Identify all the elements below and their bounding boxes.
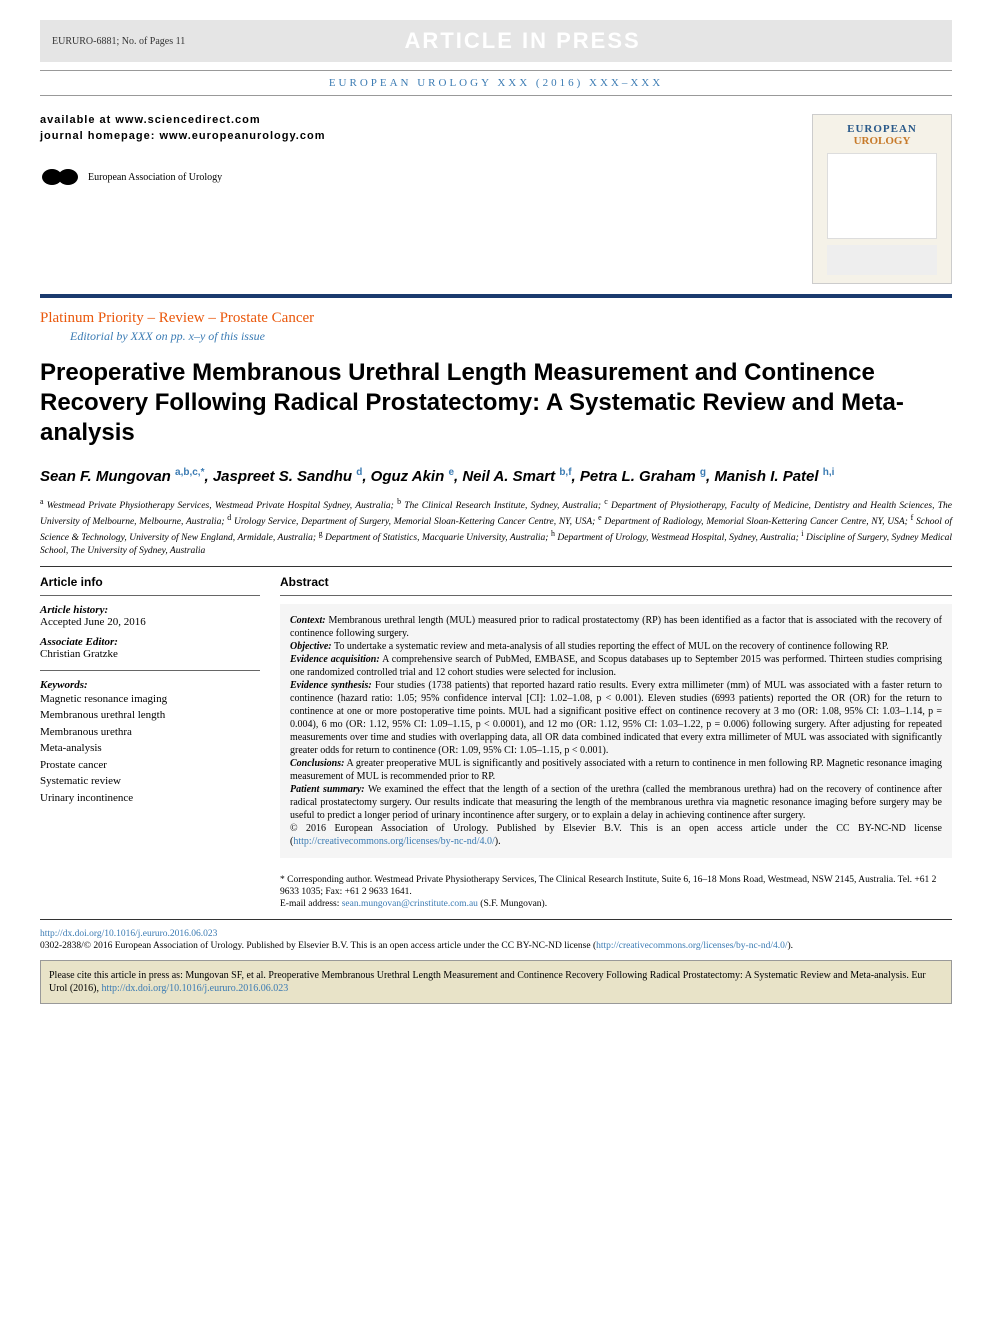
eau-logo: European Association of Urology [40, 162, 812, 192]
abstract: Abstract Context: Membranous urethral le… [280, 575, 952, 911]
cover-subtitle: UROLOGY [854, 135, 911, 147]
email-suffix: (S.F. Mungovan). [478, 899, 547, 909]
eau-icon [40, 162, 80, 192]
eau-label: European Association of Urology [88, 172, 222, 183]
manuscript-bar: EURURO-6881; No. of Pages 11 ARTICLE IN … [40, 20, 952, 62]
cover-footer-placeholder [827, 245, 937, 275]
keyword: Meta-analysis [40, 740, 260, 757]
affiliations: a Westmead Private Physiotherapy Service… [40, 497, 952, 567]
journal-homepage: journal homepage: www.europeanurology.co… [40, 130, 812, 142]
doi-link[interactable]: http://dx.doi.org/10.1016/j.eururo.2016.… [40, 929, 217, 939]
keyword: Membranous urethra [40, 724, 260, 741]
section-type: Platinum Priority – Review – Prostate Ca… [40, 310, 952, 327]
cover-image-placeholder [827, 153, 937, 239]
keyword: Magnetic resonance imaging [40, 691, 260, 708]
cover-title: EUROPEAN [847, 123, 917, 135]
issn-text: 0302-2838/© 2016 European Association of… [40, 941, 596, 951]
abstract-body: Context: Membranous urethral length (MUL… [280, 604, 952, 858]
editor-value: Christian Gratzke [40, 648, 260, 660]
available-at: available at www.sciencedirect.com [40, 114, 812, 126]
history-label: Article history: [40, 604, 260, 616]
cc-link[interactable]: http://creativecommons.org/licenses/by-n… [596, 941, 787, 951]
authors: Sean F. Mungovan a,b,c,*, Jaspreet S. Sa… [40, 466, 952, 487]
abstract-cc-link[interactable]: http://creativecommons.org/licenses/by-n… [293, 836, 494, 847]
journal-top-block: available at www.sciencedirect.com journ… [40, 104, 952, 298]
journal-header: EUROPEAN UROLOGY XXX (2016) XXX–XXX [40, 70, 952, 96]
keywords-label: Keywords: [40, 670, 260, 691]
cite-box: Please cite this article in press as: Mu… [40, 960, 952, 1004]
keyword: Urinary incontinence [40, 790, 260, 807]
editor-label: Associate Editor: [40, 636, 260, 648]
cc-close: ). [787, 941, 793, 951]
keywords-list: Magnetic resonance imagingMembranous ure… [40, 691, 260, 807]
footer-doi: http://dx.doi.org/10.1016/j.eururo.2016.… [40, 928, 952, 953]
abstract-heading: Abstract [280, 575, 952, 596]
corr-text: * Corresponding author. Westmead Private… [280, 874, 952, 899]
email-label: E-mail address: [280, 899, 342, 909]
article-in-press-label: ARTICLE IN PRESS [405, 28, 641, 54]
editorial-note: Editorial by XXX on pp. x–y of this issu… [70, 329, 952, 344]
keyword: Prostate cancer [40, 757, 260, 774]
journal-cover: EUROPEAN UROLOGY [812, 114, 952, 284]
corresponding-author: * Corresponding author. Westmead Private… [280, 874, 952, 911]
article-title: Preoperative Membranous Urethral Length … [40, 358, 952, 448]
cite-link[interactable]: http://dx.doi.org/10.1016/j.eururo.2016.… [102, 983, 289, 994]
keyword: Membranous urethral length [40, 707, 260, 724]
keyword: Systematic review [40, 773, 260, 790]
history-value: Accepted June 20, 2016 [40, 616, 260, 628]
article-info: Article info Article history: Accepted J… [40, 575, 260, 911]
article-info-heading: Article info [40, 575, 260, 596]
corr-email[interactable]: sean.mungovan@crinstitute.com.au [342, 899, 478, 909]
manuscript-id: EURURO-6881; No. of Pages 11 [52, 36, 185, 47]
